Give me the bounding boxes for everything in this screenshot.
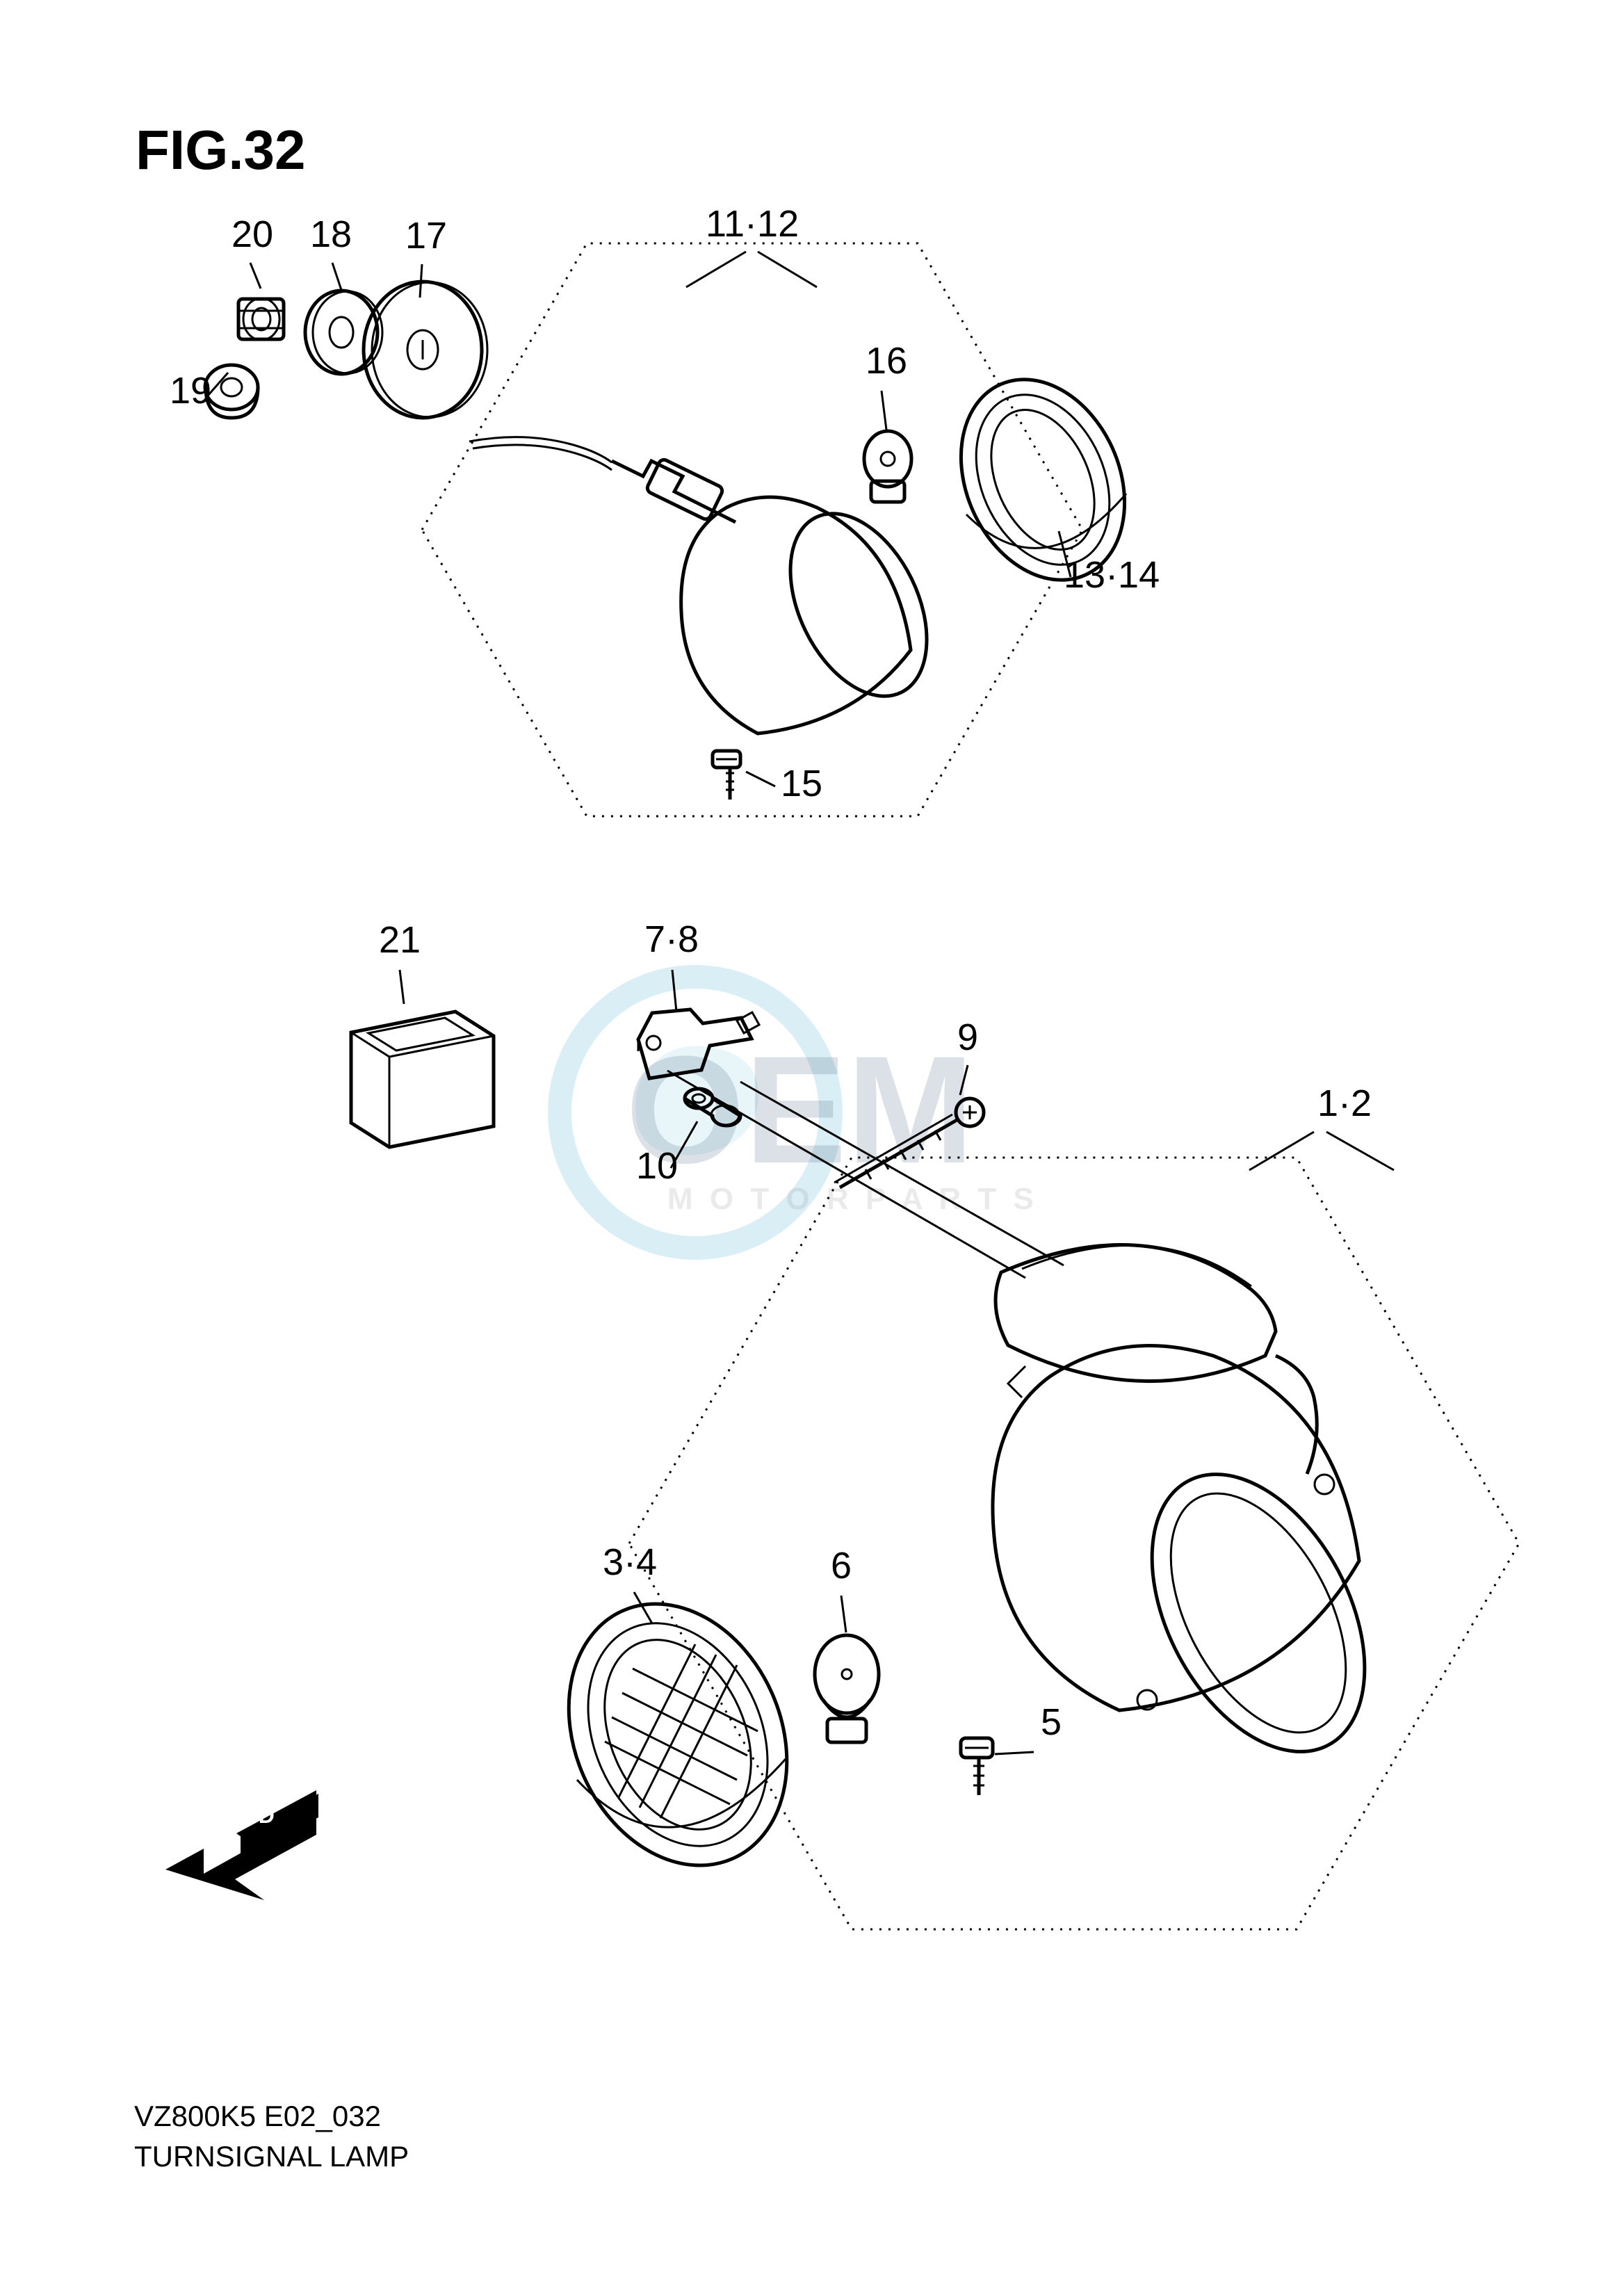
callout-c12: 1·2 xyxy=(1317,1082,1372,1125)
callout-c17: 17 xyxy=(405,214,447,257)
callout-c18: 18 xyxy=(310,213,352,256)
hex-frame-bottom xyxy=(629,1158,1519,1929)
footer-line1: VZ800K5 E02_032 xyxy=(134,2100,381,2133)
fwd-arrow-icon: FWD xyxy=(165,1790,318,1900)
page: OEM M O T O R P A R T S FIG.32 xyxy=(0,0,1624,2295)
part-17-washer xyxy=(364,282,487,418)
part-78-bracket xyxy=(638,1009,759,1078)
callout-c5: 5 xyxy=(1041,1701,1062,1744)
part-20-nut xyxy=(238,298,284,340)
callout-c10: 10 xyxy=(636,1144,678,1187)
part-34-lens xyxy=(528,1569,827,1901)
part-5-screw xyxy=(961,1738,993,1795)
part-18-washer xyxy=(305,291,382,374)
part-9-bolt xyxy=(834,1098,984,1187)
callout-c34: 3·4 xyxy=(603,1541,657,1584)
footer-line1-text: VZ800K5 E02_032 xyxy=(134,2100,381,2132)
callout-c9: 9 xyxy=(957,1016,978,1059)
part-16-bulb xyxy=(864,431,911,502)
callout-c21: 21 xyxy=(379,918,421,962)
leader-lines xyxy=(208,252,1394,1754)
callout-c20: 20 xyxy=(232,213,273,256)
callout-c78: 7·8 xyxy=(644,918,699,961)
part-21-relay xyxy=(351,1012,494,1147)
diagram-lineart: FWD xyxy=(0,0,1624,2295)
callout-c1314: 13·14 xyxy=(1064,553,1160,597)
callout-c1112: 11·12 xyxy=(706,202,799,245)
footer-line2-text: TURNSIGNAL LAMP xyxy=(134,2140,409,2173)
svg-text:FWD: FWD xyxy=(224,1803,275,1828)
part-19-bushing xyxy=(205,365,258,418)
footer-line2: TURNSIGNAL LAMP xyxy=(134,2140,409,2173)
callout-c19: 19 xyxy=(170,369,211,412)
callout-c16: 16 xyxy=(866,339,907,382)
callout-c15: 15 xyxy=(781,762,822,805)
callout-c6: 6 xyxy=(831,1544,852,1587)
part-15-screw xyxy=(713,751,740,800)
part-6-bulb xyxy=(815,1635,879,1742)
